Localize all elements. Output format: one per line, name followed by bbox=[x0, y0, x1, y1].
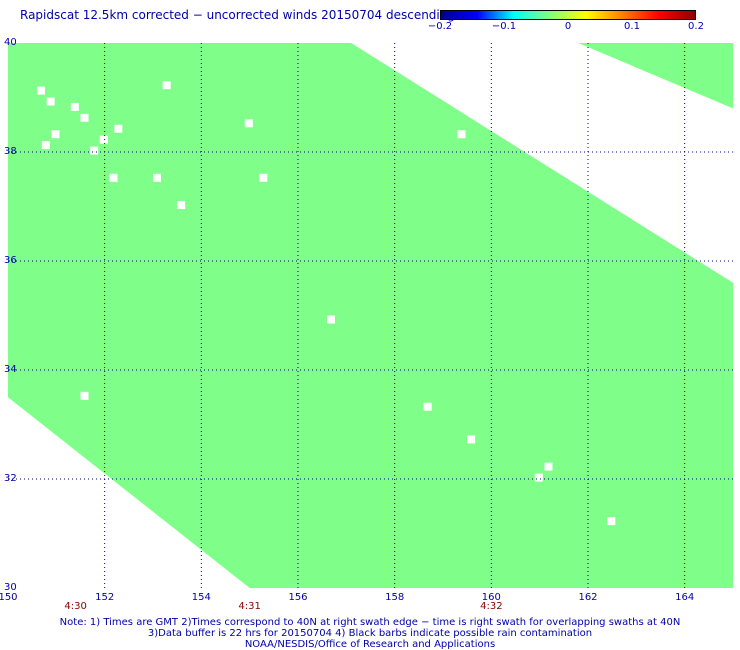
data-gap-cell bbox=[244, 119, 253, 128]
data-gap-cell bbox=[534, 473, 543, 482]
latitude-tick-label: 36 bbox=[4, 255, 17, 266]
longitude-tick-label: 162 bbox=[578, 592, 598, 603]
longitude-tick-label: 164 bbox=[675, 592, 695, 603]
data-gap-cell bbox=[80, 113, 89, 122]
data-gap-cell bbox=[114, 124, 123, 133]
latitude-tick-label: 32 bbox=[4, 473, 17, 484]
longitude-tick-label: 156 bbox=[288, 592, 308, 603]
data-gap-cell bbox=[457, 130, 466, 139]
longitude-tick-label: 150 bbox=[0, 592, 18, 603]
latitude-tick-label: 40 bbox=[4, 37, 17, 48]
map-title: Rapidscat 12.5km corrected − uncorrected… bbox=[20, 8, 455, 22]
data-gap-cell bbox=[423, 402, 432, 411]
note-line-1: Note: 1) Times are GMT 2)Times correspon… bbox=[59, 617, 681, 628]
time-label: 4:30 bbox=[64, 601, 87, 612]
time-label: 4:31 bbox=[238, 601, 261, 612]
data-gap-cell bbox=[544, 462, 553, 471]
colorbar bbox=[440, 10, 696, 20]
note-line-2: 3)Data buffer is 22 hrs for 20150704 4) … bbox=[147, 628, 593, 639]
longitude-tick-label: 154 bbox=[191, 592, 211, 603]
note-line-3: NOAA/NESDIS/Office of Research and Appli… bbox=[244, 639, 496, 650]
data-gap-cell bbox=[51, 130, 60, 139]
colorbar-tick-label: 0.1 bbox=[624, 21, 640, 32]
time-label: 4:32 bbox=[480, 601, 503, 612]
data-gap-cell bbox=[109, 173, 118, 182]
colorbar-tick-label: 0.2 bbox=[688, 21, 704, 32]
colorbar-tick-label: −0.1 bbox=[491, 21, 517, 32]
data-gap-cell bbox=[607, 517, 616, 526]
longitude-tick-label: 152 bbox=[95, 592, 115, 603]
data-gap-cell bbox=[90, 146, 99, 155]
data-gap-cell bbox=[327, 315, 335, 324]
data-gap-cell bbox=[37, 86, 45, 95]
swath-region-corner bbox=[578, 43, 733, 109]
longitude-tick-label: 160 bbox=[481, 592, 501, 603]
data-gap-cell bbox=[153, 173, 161, 182]
colorbar-tick-label: −0.2 bbox=[427, 21, 453, 32]
data-gap-cell bbox=[259, 173, 268, 182]
data-gap-cell bbox=[80, 391, 89, 400]
data-gap-cell bbox=[467, 435, 476, 444]
swath-map bbox=[8, 43, 733, 588]
data-gap-cell bbox=[41, 141, 50, 150]
data-gap-cell bbox=[46, 97, 55, 106]
latitude-tick-label: 30 bbox=[4, 582, 17, 593]
latitude-tick-label: 38 bbox=[4, 146, 17, 157]
data-gap-cell bbox=[162, 81, 171, 90]
colorbar-tick-label: 0 bbox=[564, 21, 572, 32]
data-gap-cell bbox=[99, 135, 108, 144]
data-gap-cell bbox=[177, 201, 186, 210]
latitude-tick-label: 34 bbox=[4, 364, 17, 375]
swath-region bbox=[8, 43, 733, 588]
longitude-tick-label: 158 bbox=[385, 592, 405, 603]
data-gap-cell bbox=[70, 102, 79, 111]
